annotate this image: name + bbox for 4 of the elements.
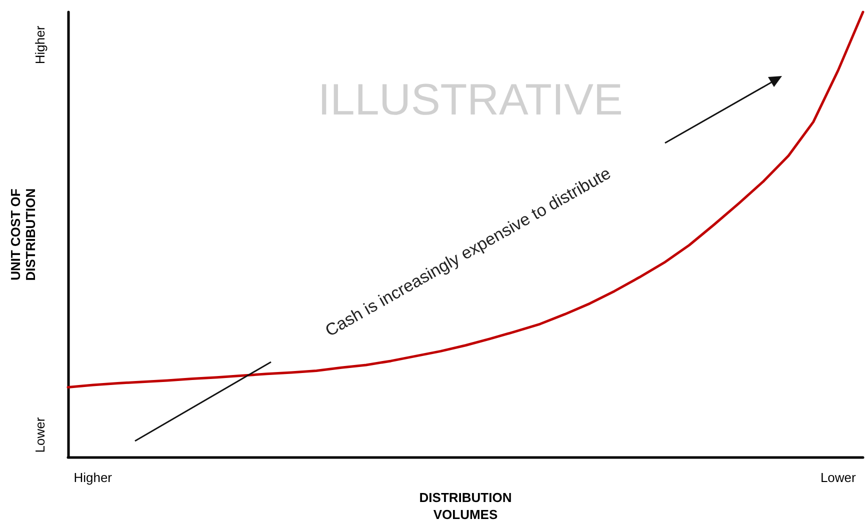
text: Higher bbox=[32, 25, 48, 64]
y-axis-title: UNIT COST OF DISTRIBUTION bbox=[8, 188, 38, 281]
x-axis-title: DISTRIBUTION VOLUMES bbox=[419, 490, 512, 522]
text: Lower bbox=[32, 416, 48, 453]
